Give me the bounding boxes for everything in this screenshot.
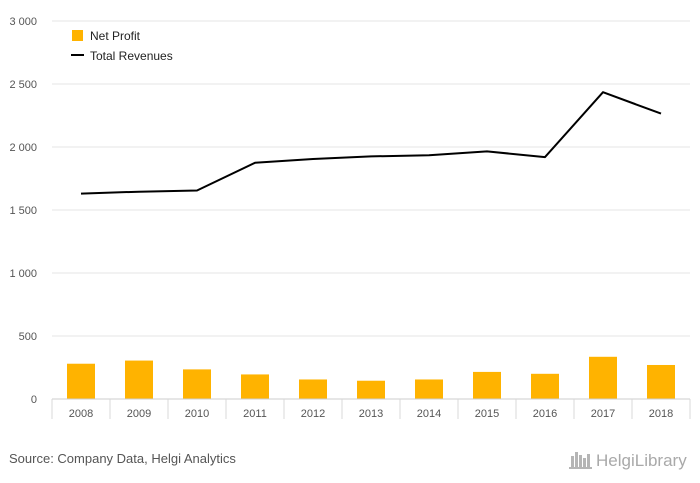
bars-layer: [67, 356, 675, 399]
brand-logo: HelgiLibrary: [569, 451, 687, 470]
x-tick-label: 2012: [301, 408, 325, 420]
x-tick-label: 2018: [649, 408, 673, 420]
legend-label-net-profit: Net Profit: [90, 29, 141, 43]
y-tick-label: 2 000: [9, 142, 37, 154]
x-tick-label: 2016: [533, 408, 557, 420]
x-tick-label: 2009: [127, 408, 151, 420]
x-tick-label: 2015: [475, 408, 499, 420]
y-tick-label: 3 000: [9, 16, 37, 28]
x-tick-label: 2008: [69, 408, 93, 420]
legend-label-total-revenues: Total Revenues: [90, 49, 173, 63]
bar-net-profit: [183, 369, 211, 399]
legend: Net Profit Total Revenues: [71, 29, 173, 63]
bar-net-profit: [531, 373, 559, 399]
bar-net-profit: [647, 364, 675, 399]
y-tick-label: 1 000: [9, 268, 37, 280]
grid-layer: [52, 20, 690, 337]
x-tick-label: 2011: [243, 408, 267, 420]
bar-net-profit: [473, 371, 501, 399]
bar-net-profit: [299, 379, 327, 399]
x-tick-label: 2017: [591, 408, 615, 420]
bar-net-profit: [125, 360, 153, 399]
y-tick-label: 2 500: [9, 79, 37, 91]
y-tick-label: 0: [31, 394, 37, 406]
bar-net-profit: [415, 379, 443, 399]
source-note: Source: Company Data, Helgi Analytics: [9, 451, 236, 466]
y-tick-label: 1 500: [9, 205, 37, 217]
bar-net-profit: [589, 356, 617, 399]
legend-swatch-net-profit: [72, 30, 83, 41]
x-tick-label: 2013: [359, 408, 383, 420]
brand-name: HelgiLibrary: [596, 451, 687, 470]
line-total-revenues: [80, 91, 662, 195]
bar-net-profit: [67, 363, 95, 399]
x-tick-label: 2014: [417, 408, 441, 420]
y-tick-label: 500: [19, 331, 37, 343]
x-tick-label: 2010: [185, 408, 209, 420]
bar-net-profit: [241, 374, 269, 399]
bar-net-profit: [357, 380, 385, 399]
line-layer: [80, 91, 662, 195]
library-icon: [569, 452, 592, 469]
axis-layer: 0 500 1 000 1 500 2 000 2 500 3 000 2008 2009 201…: [9, 16, 691, 420]
